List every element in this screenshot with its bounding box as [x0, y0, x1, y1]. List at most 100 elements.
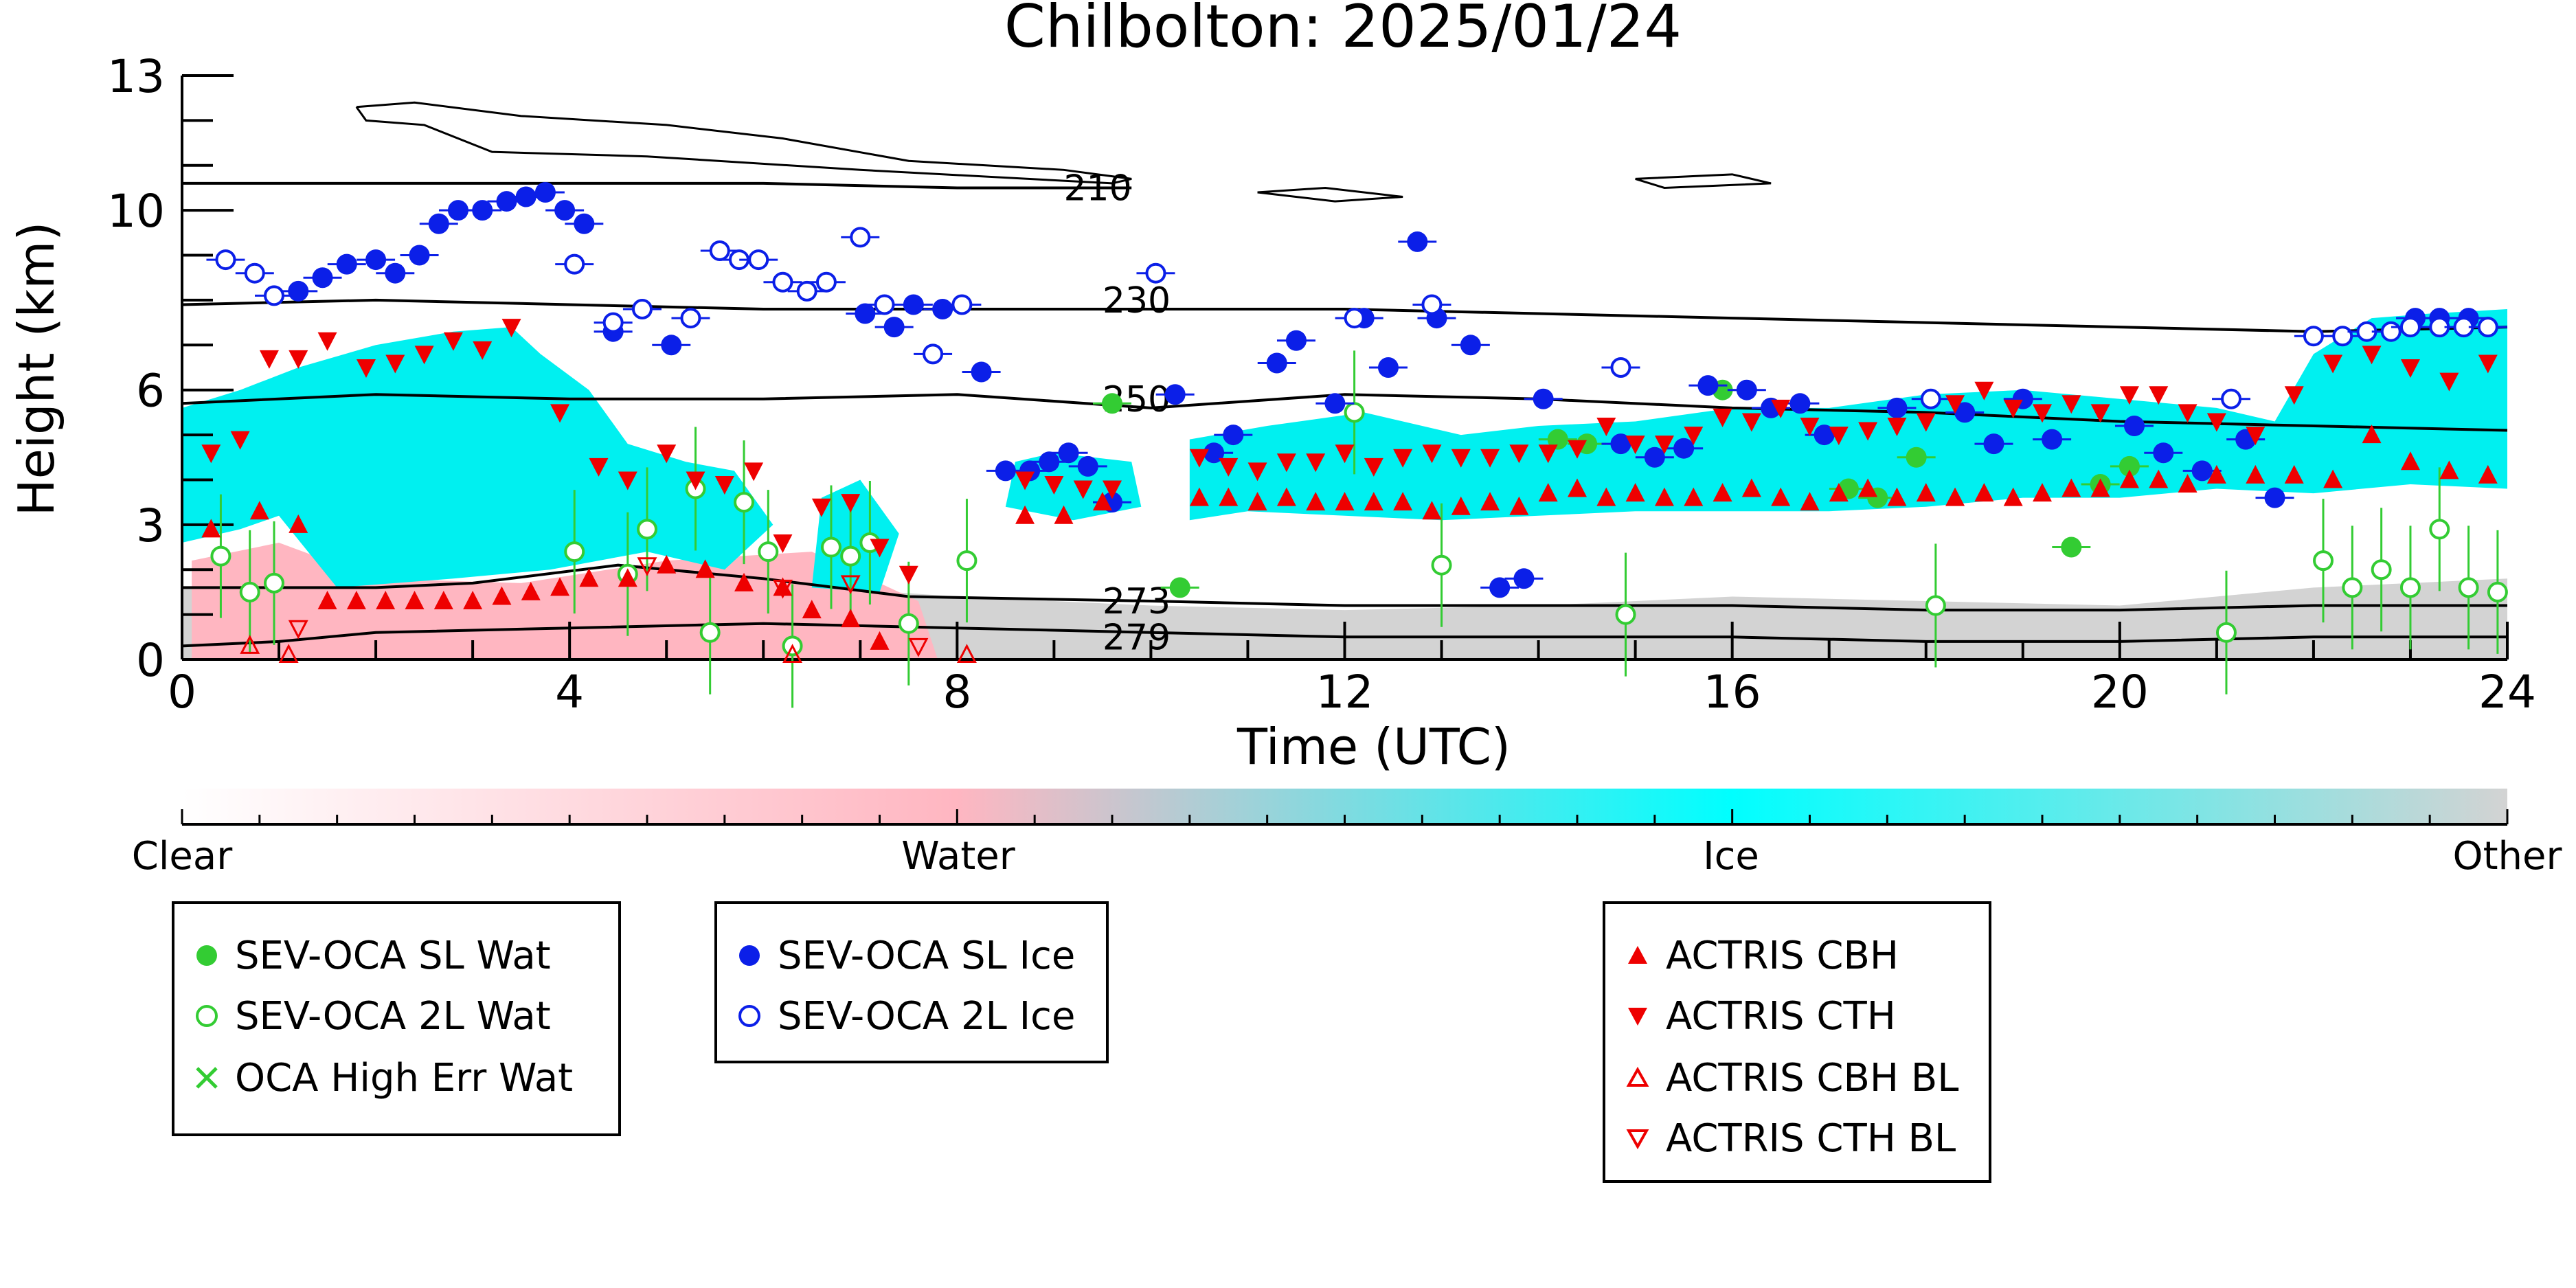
point-actris-cth — [2090, 404, 2110, 423]
point-sev-oca-2l-wat — [2371, 559, 2392, 580]
point-sev-oca-2l-ice — [2477, 317, 2498, 338]
point-actris-cbh — [802, 600, 822, 619]
point-actris-cth — [1741, 413, 1761, 432]
point-sev-oca-2l-ice — [244, 262, 265, 284]
legend-item-sev-oca-2l-wat: SEV-OCA 2L Wat — [174, 992, 551, 1040]
point-actris-cth — [1887, 418, 1907, 436]
point-sev-oca-2l-wat — [2399, 577, 2421, 598]
contour-line — [182, 563, 2507, 612]
point-actris-cth-bl — [637, 557, 657, 576]
point-actris-cbh — [1713, 483, 1732, 502]
point-actris-cth — [550, 404, 570, 423]
point-actris-cth — [1568, 440, 1587, 459]
point-actris-cth — [841, 494, 861, 513]
point-actris-cth — [1219, 457, 1239, 477]
point-sev-oca-sl-ice — [2123, 416, 2145, 436]
point-actris-cbh — [1916, 483, 1936, 502]
point-actris-cth — [473, 341, 493, 360]
point-sev-oca-sl-wat — [1169, 577, 1190, 598]
point-actris-cbh-bl — [278, 644, 299, 663]
point-actris-cth — [1276, 453, 1296, 473]
point-actris-cbh — [1568, 478, 1587, 497]
point-actris-cth — [2178, 404, 2197, 423]
point-actris-cbh — [1422, 501, 1442, 520]
point-actris-cbh — [2400, 451, 2420, 471]
point-actris-cbh — [346, 591, 366, 609]
point-sev-oca-2l-ice — [1344, 308, 1365, 329]
point-actris-cbh — [1306, 492, 1326, 511]
point-actris-cbh — [1054, 505, 1074, 524]
point-actris-cth — [1858, 422, 1878, 441]
point-sev-oca-2l-wat — [1615, 604, 1636, 625]
point-sev-oca-2l-wat — [758, 541, 779, 563]
point-sev-oca-sl-ice — [1513, 568, 1535, 589]
point-actris-cbh — [1538, 483, 1558, 502]
point-actris-cbh-bl — [956, 644, 977, 663]
point-actris-cth — [589, 457, 609, 477]
legend-label: SEV-OCA 2L Wat — [235, 993, 551, 1039]
point-sev-oca-2l-ice — [709, 240, 730, 261]
point-actris-cbh — [1480, 492, 1500, 511]
x-tick-label: 0 — [168, 666, 196, 719]
point-sev-oca-2l-wat — [210, 545, 231, 567]
x-tick-label: 8 — [942, 666, 971, 719]
point-sev-oca-sl-wat — [2119, 455, 2140, 477]
point-actris-cth — [1451, 449, 1471, 468]
point-actris-cbh — [841, 609, 861, 628]
point-sev-oca-sl-ice — [409, 245, 430, 266]
point-sev-oca-sl-ice — [1697, 375, 1719, 396]
point-actris-cbh — [1945, 487, 1965, 506]
point-sev-oca-sl-ice — [2264, 487, 2285, 508]
point-actris-cbh — [2246, 464, 2266, 484]
point-sev-oca-sl-ice — [1266, 352, 1287, 374]
point-sev-oca-sl-wat — [1547, 429, 1568, 450]
legend-label: OCA High Err Wat — [235, 1055, 574, 1100]
point-actris-cbh — [1625, 483, 1645, 502]
point-actris-cbh — [317, 591, 337, 609]
point-actris-cbh — [1451, 496, 1471, 515]
legend-item-actris-cbh-bl: ACTRIS CBH BL — [1605, 1054, 1958, 1102]
point-sev-oca-2l-wat — [239, 581, 260, 602]
point-sev-oca-2l-wat — [1431, 554, 1452, 576]
legend-ice: SEV-OCA SL Ice SEV-OCA 2L Ice — [714, 901, 1109, 1063]
point-actris-cbh — [1887, 487, 1907, 506]
point-actris-cbh-bl — [240, 635, 260, 654]
point-actris-cbh — [492, 586, 512, 605]
point-actris-cth — [1974, 381, 1994, 400]
point-sev-oca-sl-ice — [971, 361, 992, 383]
point-sev-oca-sl-ice — [1460, 335, 1481, 356]
point-actris-cth — [2061, 395, 2081, 414]
legend-water: SEV-OCA SL Wat SEV-OCA 2L Wat OCA High E… — [172, 901, 621, 1136]
point-sev-oca-2l-ice — [564, 253, 585, 275]
point-actris-cbh — [618, 568, 637, 587]
point-actris-cth — [1538, 444, 1558, 464]
point-actris-cbh — [2149, 469, 2169, 488]
ice-region — [811, 479, 899, 592]
legend-item-sev-oca-2l-ice: SEV-OCA 2L Ice — [717, 992, 1075, 1040]
point-sev-oca-2l-wat — [263, 572, 284, 594]
point-actris-cth-bl — [840, 575, 861, 595]
point-sev-oca-2l-ice — [1421, 294, 1443, 315]
point-sev-oca-sl-wat — [1906, 447, 1927, 468]
point-actris-cth — [2400, 359, 2420, 378]
contour-outline — [355, 101, 1132, 185]
point-sev-oca-2l-ice — [631, 299, 653, 319]
point-sev-oca-2l-ice — [680, 308, 701, 329]
point-sev-oca-2l-ice — [2303, 326, 2324, 347]
point-actris-cth — [414, 346, 434, 365]
point-actris-cth — [1829, 427, 1849, 446]
point-actris-cth — [259, 350, 279, 369]
point-actris-cth — [317, 332, 337, 351]
point-sev-oca-sl-ice — [1789, 393, 1811, 414]
point-sev-oca-2l-wat — [956, 550, 978, 572]
point-actris-cbh — [2206, 464, 2226, 484]
legend-item-sev-oca-sl-ice: SEV-OCA SL Ice — [717, 931, 1075, 980]
point-sev-oca-sl-ice — [385, 262, 406, 284]
point-sev-oca-sl-ice — [903, 294, 924, 315]
point-actris-cth — [1800, 418, 1820, 436]
point-sev-oca-sl-ice — [2153, 442, 2174, 464]
point-sev-oca-sl-ice — [472, 200, 493, 221]
chart-title: Chilbolton: 2025/01/24 — [1004, 0, 1682, 61]
legend-label: SEV-OCA SL Wat — [235, 933, 551, 978]
point-actris-cth — [714, 476, 734, 495]
